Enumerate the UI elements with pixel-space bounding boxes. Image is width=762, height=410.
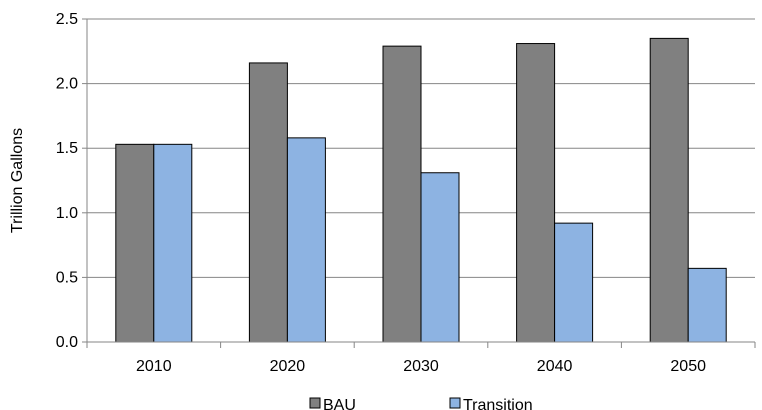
bar-bau-2010 (115, 143, 155, 343)
bar-transition-2040 (554, 222, 594, 343)
y-tick-label: 2.5 (56, 11, 78, 28)
x-tick-label: 2050 (670, 358, 706, 375)
legend-swatch-transition (449, 397, 461, 409)
bar-bau-2050 (649, 37, 689, 343)
bar-transition-2010 (153, 143, 193, 343)
x-tick-label: 2030 (403, 358, 439, 375)
bar-bau-2020 (248, 62, 288, 343)
legend: BAU Transition (309, 397, 533, 410)
y-axis-title: Trillion Gallons (9, 128, 26, 233)
x-tick-labels: 2010 2020 2030 2040 2050 (136, 358, 706, 375)
y-tick-label: 1.5 (56, 140, 78, 157)
axes (86, 19, 756, 348)
bar-bau-2040 (516, 43, 556, 343)
y-tick-label: 2.0 (56, 76, 78, 93)
x-tick-label: 2010 (136, 358, 172, 375)
bar-transition-2050 (687, 267, 727, 343)
bar-transition-2030 (420, 172, 460, 343)
legend-label-transition: Transition (463, 397, 533, 410)
x-tick-label: 2040 (537, 358, 573, 375)
bar-bau-2030 (382, 45, 422, 343)
bar-transition-2020 (286, 137, 326, 343)
x-tick-label: 2020 (270, 358, 306, 375)
y-tick-label: 0.5 (56, 269, 78, 286)
y-tick-label: 1.0 (56, 205, 78, 222)
legend-label-bau: BAU (323, 397, 356, 410)
y-tick-label: 0.0 (56, 334, 78, 351)
y-tick-labels: 0.0 0.5 1.0 1.5 2.0 2.5 (56, 11, 78, 351)
legend-swatch-bau (309, 397, 321, 409)
bars (115, 37, 727, 343)
